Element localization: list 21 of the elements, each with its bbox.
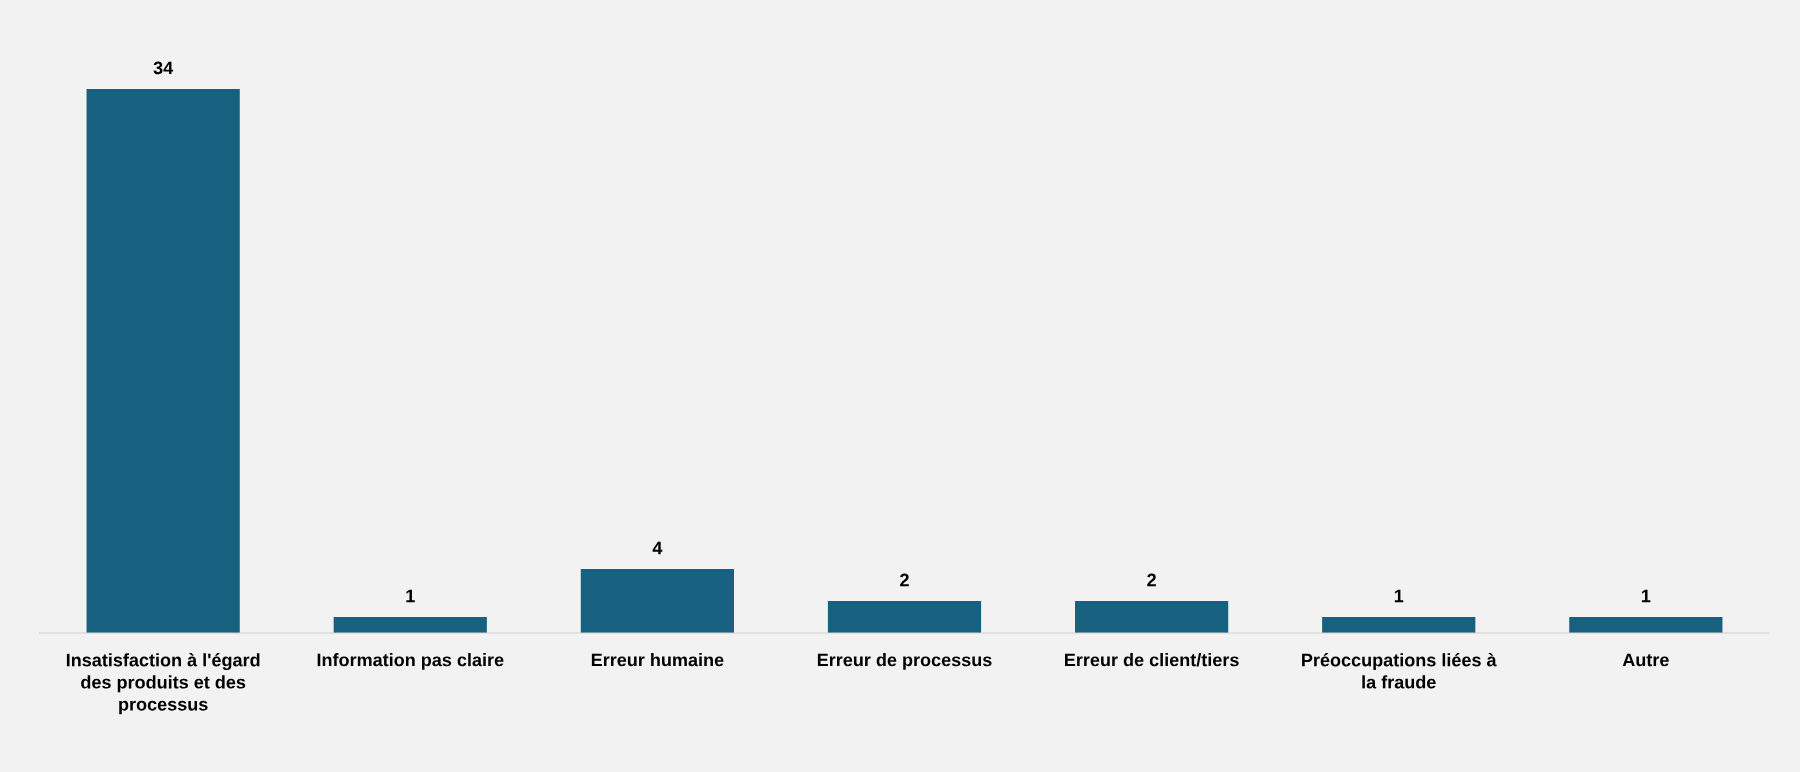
data-label: 1	[1394, 589, 1404, 603]
bar	[86, 88, 240, 634]
bar	[580, 569, 734, 634]
bar	[827, 601, 982, 634]
x-tick-label: Préoccupations liées à la fraude	[1302, 653, 1497, 689]
data-label: 1	[1641, 589, 1651, 603]
x-tick-label: Erreur de client/tiers	[1065, 653, 1239, 667]
data-label: 2	[1147, 573, 1156, 587]
data-label: 1	[406, 589, 415, 603]
bar	[1569, 617, 1723, 634]
x-tick-label: Information pas claire	[317, 653, 504, 670]
x-tick-label: Erreur de processus	[817, 653, 992, 670]
bar	[333, 617, 487, 634]
x-tick-label: Erreur humaine	[591, 653, 724, 667]
data-label: 2	[900, 573, 909, 587]
data-label: 34	[153, 61, 174, 75]
x-tick-label: Autre	[1622, 653, 1669, 667]
bar	[1075, 601, 1229, 634]
x-tick-label: Insatisfaction à l'égard des produits et des processus	[66, 653, 260, 715]
bar	[1322, 617, 1476, 634]
data-label: 4	[652, 541, 663, 555]
